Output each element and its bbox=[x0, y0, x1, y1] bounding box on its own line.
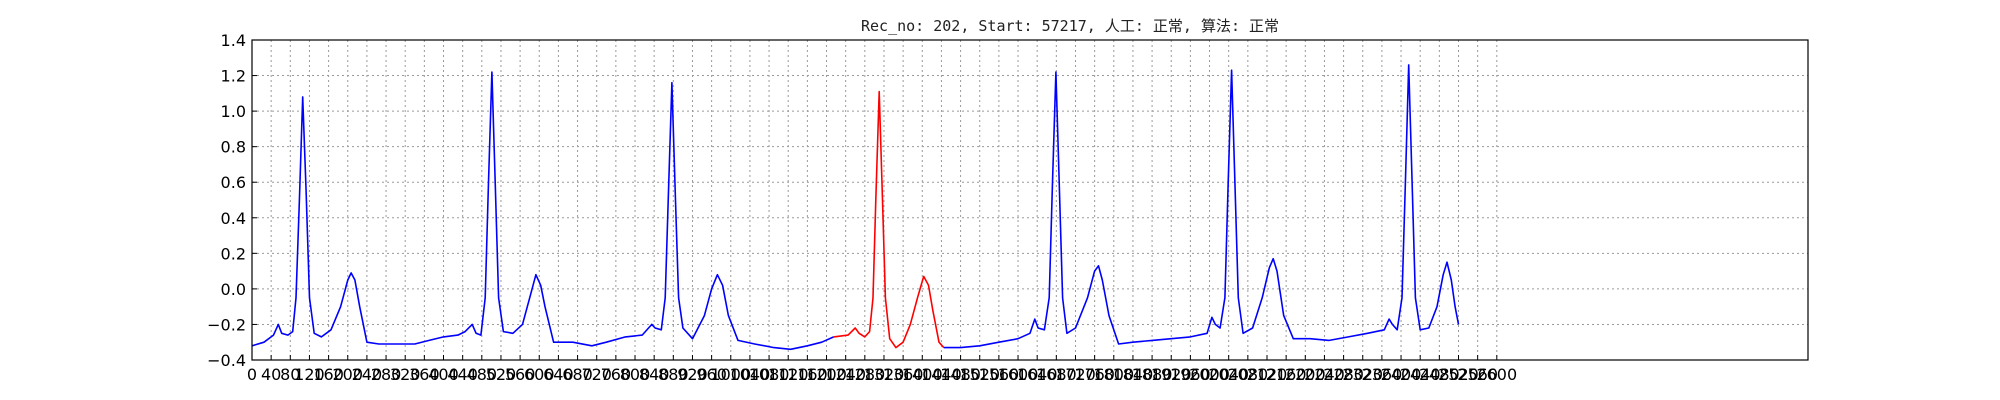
x-tick-label: 2440 bbox=[1400, 365, 1441, 384]
x-tick-label: 1200 bbox=[806, 365, 847, 384]
x-tick-label: 1240 bbox=[825, 365, 866, 384]
y-tick-label: 1.0 bbox=[221, 102, 246, 121]
series-line-2 bbox=[833, 90, 945, 349]
grid bbox=[251, 39, 1808, 361]
x-tick-label: 2280 bbox=[1323, 365, 1364, 384]
x-tick-label: 80 bbox=[280, 365, 300, 384]
x-tick-label: 0 bbox=[247, 365, 257, 384]
x-tick-label: 2120 bbox=[1247, 365, 1288, 384]
x-tick-label: 800 bbox=[620, 365, 651, 384]
y-tick-label: 0.8 bbox=[221, 138, 246, 157]
x-tick-label: 2480 bbox=[1419, 365, 1460, 384]
x-tick-label: 2400 bbox=[1381, 365, 1422, 384]
plot-frame bbox=[251, 39, 1809, 361]
x-tick-label: 2200 bbox=[1285, 365, 1326, 384]
x-tick-label: 2560 bbox=[1457, 365, 1498, 384]
x-tick-label: 120 bbox=[294, 365, 325, 384]
x-tick-label: 1640 bbox=[1017, 365, 1058, 384]
x-tick-label: 560 bbox=[505, 365, 536, 384]
y-tick-label: 0.0 bbox=[221, 280, 246, 299]
y-tick-label: 1.2 bbox=[221, 67, 246, 86]
x-tick-label: 1120 bbox=[768, 365, 809, 384]
x-tick-label: 1080 bbox=[749, 365, 790, 384]
x-tick-label: 680 bbox=[562, 365, 593, 384]
x-tick-label: 480 bbox=[467, 365, 498, 384]
y-tick-label: 1.4 bbox=[221, 31, 246, 50]
x-tick-label: 1880 bbox=[1132, 365, 1173, 384]
x-tick-label: 400 bbox=[428, 365, 459, 384]
y-tick-label: −0.4 bbox=[207, 351, 246, 370]
x-tick-label: 200 bbox=[332, 365, 363, 384]
x-tick-label: 840 bbox=[639, 365, 670, 384]
x-tick-label: 440 bbox=[447, 365, 478, 384]
x-tick-label: 1400 bbox=[902, 365, 943, 384]
x-tick-label: 2160 bbox=[1266, 365, 1307, 384]
x-tick-label: 1320 bbox=[864, 365, 905, 384]
x-tick-label: 1720 bbox=[1055, 365, 1096, 384]
x-tick-label: 1680 bbox=[1036, 365, 1077, 384]
series-line-1 bbox=[251, 71, 835, 351]
y-tick-label: −0.2 bbox=[207, 315, 246, 334]
x-tick-label: 640 bbox=[543, 365, 574, 384]
series-line-3 bbox=[943, 64, 1460, 349]
x-tick-label: 1160 bbox=[787, 365, 828, 384]
ticks: 0 408012016020024028032036040044048052056… bbox=[207, 31, 1517, 384]
x-tick-label: 320 bbox=[390, 365, 421, 384]
x-tick-label: 160 bbox=[313, 365, 344, 384]
x-tick-label: 2000 bbox=[1189, 365, 1230, 384]
x-tick-label: 2320 bbox=[1342, 365, 1383, 384]
x-tick-label: 1440 bbox=[921, 365, 962, 384]
y-tick-label: 0.6 bbox=[221, 173, 246, 192]
x-tick-label: 1000 bbox=[710, 365, 751, 384]
x-tick-label: 1480 bbox=[940, 365, 981, 384]
x-tick-label: 1560 bbox=[979, 365, 1020, 384]
x-tick-label: 2240 bbox=[1304, 365, 1345, 384]
x-tick-label: 280 bbox=[371, 365, 402, 384]
series-layer bbox=[251, 64, 1460, 351]
x-tick-label: 880 bbox=[658, 365, 689, 384]
x-tick-label: 40 bbox=[261, 365, 281, 384]
x-tick-label: 1840 bbox=[1113, 365, 1154, 384]
x-tick-label: 1960 bbox=[1170, 365, 1211, 384]
y-tick-label: 0.2 bbox=[221, 244, 246, 263]
x-tick-label: 720 bbox=[581, 365, 612, 384]
x-tick-label: 2520 bbox=[1438, 365, 1479, 384]
x-tick-label: 1760 bbox=[1074, 365, 1115, 384]
y-tick-label: 0.4 bbox=[221, 209, 246, 228]
x-tick-label: 240 bbox=[352, 365, 383, 384]
x-tick-label: 1040 bbox=[730, 365, 771, 384]
x-tick-label: 2040 bbox=[1208, 365, 1249, 384]
x-tick-label: 360 bbox=[409, 365, 440, 384]
x-tick-label: 960 bbox=[696, 365, 727, 384]
x-tick-label: 2080 bbox=[1227, 365, 1268, 384]
x-tick-label: 1600 bbox=[998, 365, 1039, 384]
x-tick-label: 520 bbox=[486, 365, 517, 384]
x-tick-label: 1280 bbox=[844, 365, 885, 384]
x-tick-label: 2360 bbox=[1362, 365, 1403, 384]
x-tick-label: 920 bbox=[677, 365, 708, 384]
x-tick-label: 1520 bbox=[959, 365, 1000, 384]
x-tick-label: 600 bbox=[524, 365, 555, 384]
x-tick-label: 1360 bbox=[883, 365, 924, 384]
x-tick-label: 1920 bbox=[1151, 365, 1192, 384]
x-tick-label: 760 bbox=[601, 365, 632, 384]
x-tick-label: 1800 bbox=[1093, 365, 1134, 384]
chart-title: Rec_no: 202, Start: 57217, 人工: 正常, 算法: 正… bbox=[861, 17, 1279, 35]
x-tick-label: 2600 bbox=[1476, 365, 1517, 384]
